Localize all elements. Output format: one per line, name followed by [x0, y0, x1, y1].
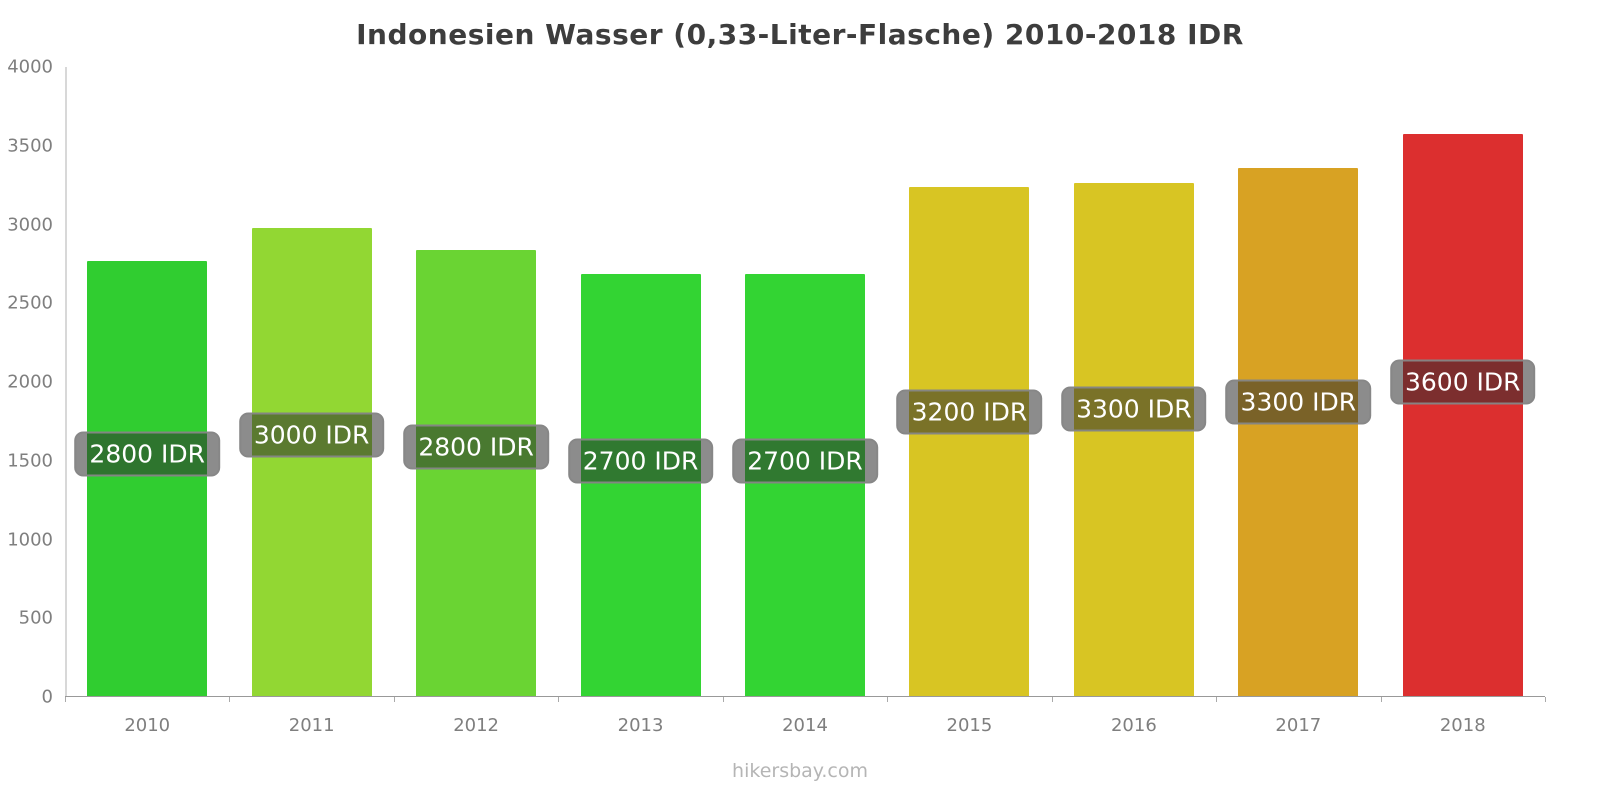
x-axis-tick: [558, 697, 560, 702]
y-tick-label-4000: 4000: [7, 56, 53, 78]
y-tick-label-3000: 3000: [7, 214, 53, 235]
x-tick-label-2017: 2017: [1275, 715, 1322, 736]
bar-2010: [87, 261, 208, 696]
bar-value-badge-2010: 2800 IDR: [74, 431, 221, 477]
bar-value-badge-2016: 3300 IDR: [1061, 386, 1207, 432]
y-tick-label-1500: 1500: [7, 450, 53, 472]
x-tick-label-2016: 2016: [1110, 715, 1157, 736]
bar-2016: [1073, 182, 1194, 696]
y-tick-label-2500: 2500: [7, 292, 53, 314]
bar-2017: [1238, 168, 1359, 696]
y-tick-label-0: 0: [41, 686, 53, 708]
y-tick-label-3500: 3500: [7, 135, 53, 157]
y-tick-label-2000: 2000: [7, 371, 53, 393]
x-tick-label-2010: 2010: [124, 715, 171, 736]
x-axis-tick: [1051, 697, 1053, 702]
bar-2015: [909, 187, 1030, 696]
bar-2014: [745, 273, 865, 696]
x-axis: [65, 696, 1545, 697]
bar-value-badge-2013: 2700 IDR: [567, 438, 714, 484]
x-axis-tick: [1216, 697, 1218, 702]
chart-title: Indonesien Wasser (0,33-Liter-Flasche) 2…: [356, 18, 1244, 51]
bar-value-badge-2012: 2800 IDR: [403, 424, 549, 470]
bar-2018: [1402, 133, 1523, 696]
x-tick-label-2015: 2015: [946, 715, 993, 736]
bar-value-badge-2011: 3000 IDR: [238, 412, 385, 458]
y-axis: [65, 67, 67, 697]
bar-value-badge-2015: 3200 IDR: [896, 389, 1043, 435]
x-axis-tick: [229, 697, 231, 702]
bar-value-badge-2014: 2700 IDR: [732, 438, 878, 484]
x-tick-label-2014: 2014: [782, 715, 828, 736]
x-tick-label-2013: 2013: [617, 715, 664, 736]
footer-watermark: hikersbay.com: [732, 760, 868, 782]
x-axis-tick: [722, 697, 724, 702]
bar-2011: [251, 228, 372, 696]
x-tick-label-2018: 2018: [1439, 715, 1486, 736]
x-axis-tick: [65, 697, 66, 702]
x-axis-tick: [1380, 697, 1382, 702]
y-tick-label-1000: 1000: [7, 529, 53, 550]
bar-value-badge-2017: 3300 IDR: [1225, 379, 1372, 425]
x-tick-label-2011: 2011: [288, 715, 335, 736]
plot-area: 2800 IDR 2010 3000 IDR 2011 2800 IDR 2012 2700…: [7, 57, 1546, 736]
x-axis-tick: [1545, 697, 1546, 702]
x-axis-tick: [887, 697, 889, 702]
y-tick-label-500: 500: [18, 607, 53, 629]
bar-2012: [416, 250, 537, 696]
bar-2013: [580, 273, 701, 696]
x-tick-label-2012: 2012: [453, 715, 500, 736]
bar-value-badge-2018: 3600 IDR: [1389, 359, 1536, 405]
x-axis-tick: [393, 697, 395, 702]
